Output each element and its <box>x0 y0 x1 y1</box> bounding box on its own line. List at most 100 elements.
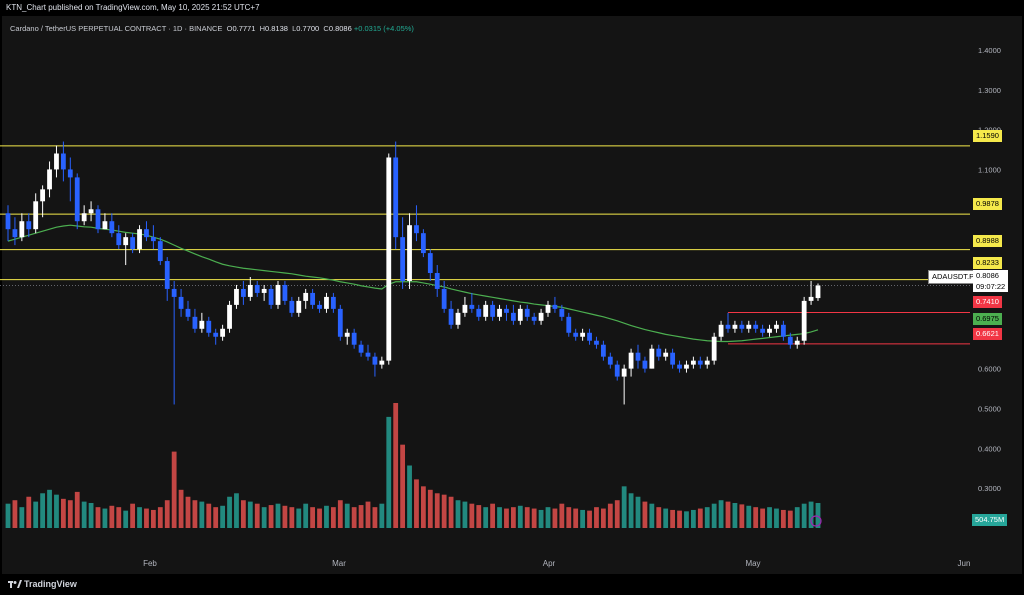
volume-bar <box>74 491 80 528</box>
volume-bar <box>47 489 52 528</box>
candle-body <box>517 308 523 321</box>
candle-body <box>393 157 399 238</box>
candle-body <box>5 213 11 230</box>
close-value: 0.8086 <box>328 24 352 33</box>
candle-body <box>199 320 205 329</box>
candle-body <box>600 344 606 357</box>
volume-bar <box>621 486 627 528</box>
candle-body <box>441 288 447 309</box>
candle-body <box>414 225 419 234</box>
volume-bar <box>649 503 655 528</box>
volume-bar <box>448 496 454 528</box>
volume-bar <box>600 508 606 528</box>
published-header: KTN_Chart published on TradingView.com, … <box>0 0 1024 16</box>
volume-bar <box>767 507 772 528</box>
price-tick-label: 1.3000 <box>978 86 1001 95</box>
volume-bar <box>746 505 752 528</box>
price-tick-label: 0.3000 <box>978 484 1001 493</box>
candle-body <box>60 153 66 170</box>
candle-body <box>774 324 779 329</box>
candle-body <box>677 364 682 369</box>
brand-name: TradingView <box>24 579 77 589</box>
volume-bar <box>545 507 551 528</box>
volume-bar <box>573 508 579 528</box>
candle-body <box>33 201 39 230</box>
volume-bar <box>199 501 205 528</box>
candle-body <box>372 356 378 365</box>
symbol-tag-label: ADAUSDT.P <box>932 272 975 281</box>
candle-body <box>40 189 46 202</box>
candle-body <box>815 285 821 299</box>
volume-bar <box>483 507 489 528</box>
candle-body <box>247 284 253 297</box>
countdown-value: 09:07:22 <box>976 282 1006 291</box>
high-value: 0.8138 <box>264 24 288 33</box>
volume-bar <box>476 505 482 528</box>
level-tag-0662: 0.6621 <box>973 328 1002 340</box>
candle-body <box>95 209 101 230</box>
candle-body <box>157 241 163 262</box>
volume-bar <box>303 503 309 528</box>
candle-body <box>289 300 295 313</box>
candle-body <box>684 364 689 369</box>
candle-body <box>379 360 385 365</box>
volume-bar <box>580 509 586 528</box>
price-tick-label: 0.6000 <box>978 365 1001 374</box>
symbol-legend: Cardano / TetherUS PERPETUAL CONTRACT · … <box>10 24 414 33</box>
candle-body <box>282 284 288 301</box>
volume-bar <box>386 416 392 528</box>
candle-body <box>227 304 232 329</box>
volume-bar <box>5 503 11 528</box>
volume-bar <box>240 500 246 528</box>
candle-body <box>344 332 350 337</box>
candle-body <box>780 324 786 337</box>
candle-body <box>704 360 710 365</box>
volume-bar <box>559 503 565 528</box>
candle-body <box>137 229 142 250</box>
volume-bar <box>144 508 149 528</box>
volume-bar <box>455 500 461 528</box>
volume-bar <box>587 510 592 528</box>
volume-bar <box>102 508 108 528</box>
candle-body <box>794 340 800 345</box>
candle-body <box>185 308 191 317</box>
volume-bar <box>787 510 793 528</box>
volume-bar <box>247 501 253 528</box>
volume-bar <box>26 496 32 528</box>
candle-body <box>337 308 343 337</box>
candle-body <box>642 360 648 369</box>
time-axis-label: Mar <box>332 559 346 568</box>
candle-body <box>206 320 212 333</box>
candle-body <box>164 261 170 289</box>
candle-body <box>261 288 267 293</box>
volume-bar <box>137 507 142 528</box>
volume-bar <box>393 403 399 528</box>
time-axis-label: Jun <box>958 559 971 568</box>
volume-bar <box>19 507 25 528</box>
candle-body <box>594 340 599 345</box>
volume-bar <box>663 508 669 528</box>
candle-body <box>801 300 807 341</box>
candle-body <box>351 332 357 345</box>
level-tag-0823: 0.8233 <box>973 257 1002 269</box>
volume-bar <box>171 451 177 528</box>
candle-body <box>607 356 613 365</box>
volume-bar <box>690 509 696 528</box>
candle-body <box>67 169 73 178</box>
volume-bar <box>566 507 572 528</box>
candle-body <box>123 237 129 246</box>
volume-bar <box>337 500 343 528</box>
candle-body <box>469 304 475 309</box>
candle-body <box>580 332 586 337</box>
event-badge-icon <box>810 515 822 527</box>
candle-body <box>787 336 793 345</box>
volume-bar <box>607 503 613 528</box>
open-label: O <box>226 24 233 33</box>
volume-bar <box>123 510 129 528</box>
volume-bar <box>441 494 447 528</box>
candle-body <box>268 288 274 305</box>
volume-bar <box>739 504 745 528</box>
candle-body <box>192 316 198 329</box>
volume-bar <box>95 507 101 528</box>
